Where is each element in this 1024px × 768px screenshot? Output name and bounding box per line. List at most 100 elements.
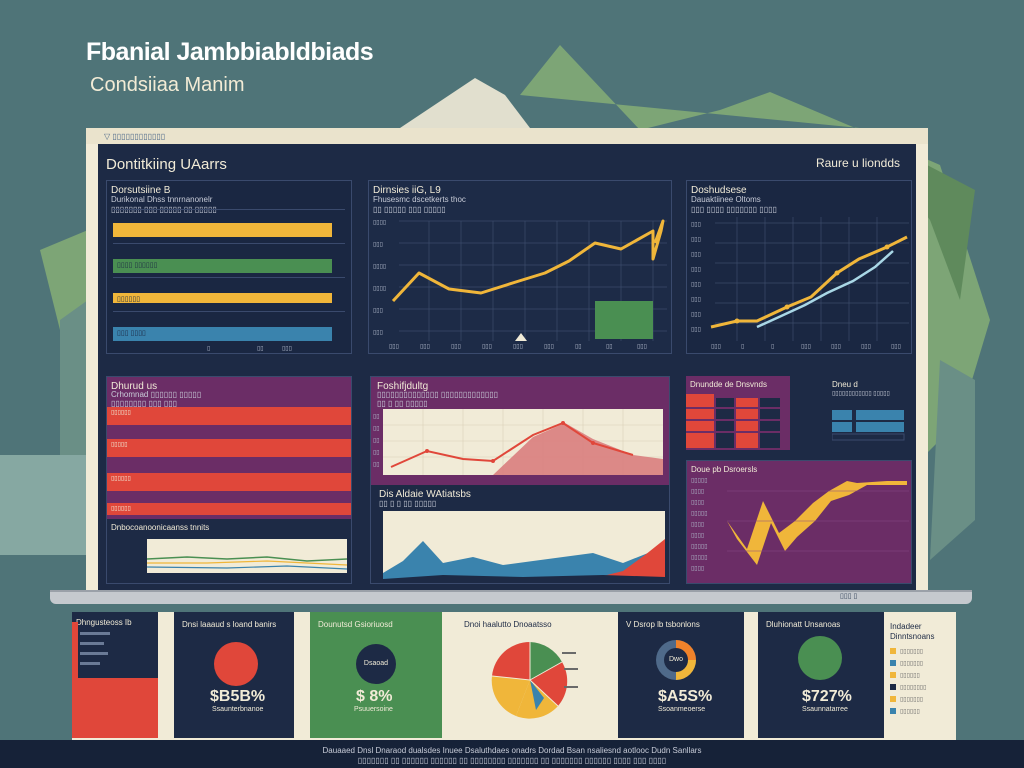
card-0[interactable]: Dhngusteoss Ib [72,612,158,738]
card-2[interactable]: Dounutsd Gsioriuosd Dsaoad $ 8% Psuuerso… [310,612,442,738]
card-1[interactable]: Dnsi laaaud s loand banirs $B5B% Ssaunte… [174,612,294,738]
area-block [595,301,653,339]
monitor-topbar: ▽ ▯▯▯▯▯▯▯▯▯▯▯▯ [86,128,928,144]
series-line [391,219,665,303]
grid-line [113,243,345,244]
card-subtitle: Ssoanmeoerse [658,706,706,713]
legend-label: ▯▯▯▯▯▯ [900,709,920,715]
y-tick-label: ▯▯▯▯ [373,264,387,270]
x-tick-label: ▯▯▯ [420,344,430,350]
card-title: Dhngusteoss Ib [76,618,132,627]
bar-label: ▯▯▯▯▯▯ [117,296,141,303]
x-tick-label: ▯▯▯ [861,344,871,350]
tick-label: ▯▯▯ [282,346,292,352]
donut-center-label: Dwo [668,656,683,663]
panel-title: Dirnsies iiG, L9 [373,185,441,196]
card-4[interactable]: V Dsrop lb tsbonlons Dwo $A5S% Ssoanmeoe… [618,612,744,738]
y-tick-label: ▯▯▯▯ [373,220,387,226]
y-tick-label: ▯▯▯▯▯ [691,478,708,484]
card-bars [72,622,158,738]
x-tick-label: ▯▯▯ [801,344,811,350]
x-tick-label: ▯▯▯ [544,344,554,350]
bar: ▯▯▯▯ ▯▯▯▯▯▯ [113,259,332,273]
bar: ▯▯▯▯▯ [107,439,351,457]
sub-chart-subtitle: ▯▯ ▯ ▯ ▯▯ ▯▯▯▯▯ [379,499,437,508]
bar-label: ▯▯▯▯▯▯ [111,476,131,482]
card-subtitle: Ssaunterbnanoe [212,706,264,713]
panel-title: Foshifjdultg [377,381,429,392]
bar: ▯▯▯▯▯▯ [107,473,351,491]
y-tick-label: ▯▯▯▯ [691,522,705,528]
card-6-legend[interactable]: Indadeer Dinntsnoans ▯▯▯▯▯▯▯ ▯▯▯▯▯▯▯ ▯▯▯… [886,612,956,738]
y-tick-label: ▯▯▯▯ [373,286,387,292]
card-value: $B5B% [210,688,266,705]
donut-center-label: Dsaoad [363,660,389,667]
y-tick-label: ▯▯▯ [373,242,383,248]
x-tick-label: ▯▯▯ [637,344,647,350]
y-tick-label: ▯▯▯ [691,282,701,288]
y-tick-label: ▯▯ [373,438,380,444]
grid-line [113,209,345,210]
card-3[interactable]: Dnoi haalutto Dnoaatsso [458,612,588,738]
legend-label: ▯▯▯▯▯▯▯ [900,697,924,703]
sub-area-panel: Dis Aldaie WAtiatsbs ▯▯ ▯ ▯ ▯▯ ▯▯▯▯▯ [371,485,669,583]
tick-label: ▯ [207,346,211,352]
panel-red-bars[interactable]: Dhurud us Crhomnad ▯▯▯▯▯▯ ▯▯▯▯▯ ▯▯▯▯▯▯▯▯… [106,376,352,584]
grid-line [113,311,345,312]
y-tick-label: ▯▯▯▯▯ [691,511,708,517]
panel-line-chart[interactable]: Dirnsies iiG, L9 Fhusesmc dscetkerts tho… [368,180,672,354]
x-tick-label: ▯▯▯ [482,344,492,350]
area-chart-bottom [383,511,665,581]
panel-title: Dorsutsiine B [111,185,171,196]
y-tick-label: ▯▯▯▯▯ [691,555,708,561]
x-tick-label: ▯▯▯ [831,344,841,350]
panel-growth-chart[interactable]: Doshudsese Dauaktiinee Oltoms ▯▯▯ ▯▯▯▯ ▯… [686,180,912,354]
panel-mini-table[interactable]: Dneu d ▯▯▯▯▯▯▯▯▯▯▯▯ ▯▯▯▯▯ [828,376,912,450]
mini-table-grid [832,410,905,441]
panel-title: Dhurud us [111,381,158,392]
monitor-base: ▯▯▯ ▯ [50,590,972,604]
hero-subtitle: Condsiiaa Manim [90,74,245,96]
footer-line-2: ▯▯▯▯▯▯▯ ▯▯ ▯▯▯▯▯▯ ▯▯▯▯▯▯ ▯▯ ▯▯▯▯▯▯▯▯ ▯▯▯… [357,756,667,765]
bar-label: ▯▯▯▯▯▯ [111,506,131,512]
x-tick-label: ▯▯▯ [711,344,721,350]
card-value: $ 8% [356,688,393,705]
bar [113,223,332,237]
legend-label: ▯▯▯▯▯▯▯▯ [900,685,927,691]
card-value: $A5S% [658,688,713,705]
summary-cards: Dhngusteoss Ib Dnsi laaaud s loand banir… [72,612,956,742]
bar: ▯▯▯▯▯▯ [113,293,332,303]
legend-label: ▯▯▯▯▯▯▯ [900,661,924,667]
dashboard-title: Dontitkiing UAarrs [106,156,227,173]
x-tick-label: ▯▯▯ [891,344,901,350]
bar-label: ▯▯▯▯ ▯▯▯▯▯▯ [117,262,158,269]
y-tick-label: ▯▯▯▯ [691,500,705,506]
card-title: Dnsi laaaud s loand banirs [182,620,277,629]
card-5[interactable]: Dluhionatt Unsanoas $727% Ssaunnatarree [758,612,884,738]
panel-title: Doue pb Dsroersls [691,465,758,474]
bar-label: ▯▯▯ ▯▯▯▯ [117,330,146,337]
panel-area-charts[interactable]: Foshifjdultg ▯▯▯▯▯▯▯▯▯▯▯▯▯▯ ▯▯▯▯▯▯▯▯▯▯▯▯… [370,376,670,584]
x-tick-label: ▯ [741,344,745,350]
sub-chart-title: Dis Aldaie WAtiatsbs [379,489,471,500]
panel-bars[interactable]: Dorsutsiine B Durikonal Dhss tnnrnanonel… [106,180,352,354]
series-line-blue [756,250,894,329]
card-value: $727% [802,688,852,705]
area-chart-top [383,409,663,475]
card-pie [491,641,578,719]
y-tick-label: ▯▯ [373,414,380,420]
card-title: Dnoi haalutto Dnoaatsso [464,620,552,629]
footer-bar: Dauaaed Dnsl Dnaraod dualsdes Inuee Dsal… [0,740,1024,768]
sub-chart: Dnbocoanoonicaanss tnnits [107,519,351,583]
grid-line [113,277,345,278]
table-grid [686,394,782,448]
monitor-logo: ▽ ▯▯▯▯▯▯▯▯▯▯▯▯ [104,132,166,141]
legend-swatches [890,648,896,714]
x-tick-label: ▯▯ [575,344,582,350]
x-tick-label: ▯▯▯ [451,344,461,350]
monitor-base-label: ▯▯▯ ▯ [840,593,858,600]
x-tick-label: ▯▯▯ [389,344,399,350]
panel-yellow-area[interactable]: Doue pb Dsroersls ▯▯▯▯▯ ▯▯▯▯ ▯▯▯▯ ▯▯▯▯▯ ▯▯▯▯… [686,460,912,584]
card-donut [214,642,258,686]
panel-table[interactable]: Dnundde de Dnsvnds [686,376,790,450]
